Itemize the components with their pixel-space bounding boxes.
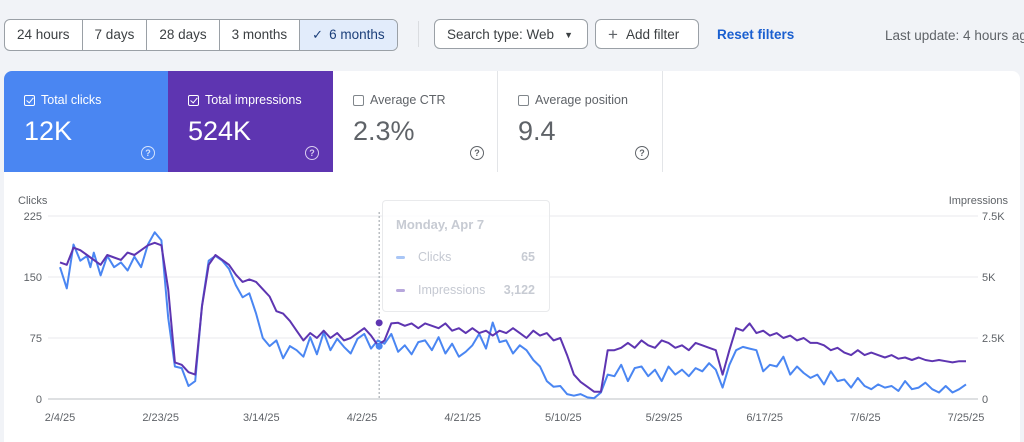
card-value: 9.4 bbox=[518, 116, 556, 146]
impressions-swatch-icon bbox=[396, 288, 405, 292]
range-7-days[interactable]: 7 days bbox=[83, 20, 148, 50]
x-tick-label: 5/10/25 bbox=[545, 412, 582, 424]
tooltip-row-name: Impressions bbox=[418, 283, 486, 297]
x-tick-label: 3/14/25 bbox=[243, 412, 280, 424]
checkbox-checked-icon[interactable] bbox=[188, 94, 199, 106]
help-icon[interactable]: ? bbox=[635, 146, 649, 160]
tooltip-title: Monday, Apr 7 bbox=[396, 217, 485, 232]
plus-icon: + bbox=[608, 25, 618, 44]
tooltip-row-value: 3,122 bbox=[503, 283, 535, 297]
y-right-axis-label: Impressions bbox=[949, 195, 1009, 207]
help-icon[interactable]: ? bbox=[470, 146, 484, 160]
toolbar-divider bbox=[418, 21, 419, 47]
reset-filters-link[interactable]: Reset filters bbox=[717, 27, 795, 42]
card-average-position[interactable]: Average position 9.4 ? bbox=[498, 71, 663, 172]
card-label: Average CTR bbox=[353, 93, 446, 107]
date-range-selector: 24 hours 7 days 28 days 3 months ✓ 6 mont… bbox=[4, 19, 398, 51]
card-value: 12K bbox=[24, 116, 73, 146]
help-icon[interactable]: ? bbox=[141, 146, 155, 160]
y-left-tick-label: 225 bbox=[24, 211, 42, 223]
card-value: 524K bbox=[188, 116, 252, 146]
card-label-text: Average CTR bbox=[370, 93, 446, 107]
search-type-dropdown[interactable]: Search type: Web ▼ bbox=[434, 19, 588, 49]
x-tick-label: 6/17/25 bbox=[746, 412, 783, 424]
hover-marker-impressions bbox=[375, 319, 383, 327]
check-icon: ✓ bbox=[312, 27, 324, 42]
card-value: 2.3% bbox=[353, 116, 415, 146]
clicks-swatch-icon bbox=[396, 255, 405, 259]
card-label: Average position bbox=[518, 93, 628, 107]
card-label: Total impressions bbox=[188, 93, 302, 107]
last-update-text: Last update: 4 hours ag bbox=[885, 28, 1024, 43]
range-24-hours[interactable]: 24 hours bbox=[5, 20, 83, 50]
range-6-months[interactable]: ✓ 6 months bbox=[300, 20, 397, 50]
add-filter-label: Add filter bbox=[625, 27, 680, 42]
add-filter-button[interactable]: + Add filter bbox=[595, 19, 699, 49]
x-tick-label: 7/25/25 bbox=[948, 412, 985, 424]
card-total-impressions[interactable]: Total impressions 524K ? bbox=[168, 71, 333, 172]
checkbox-unchecked-icon[interactable] bbox=[518, 94, 529, 106]
search-type-label: Search type: Web bbox=[447, 27, 555, 42]
x-tick-label: 5/29/25 bbox=[646, 412, 683, 424]
chart-tooltip: Monday, Apr 7 Clicks 65 Impressions 3,12… bbox=[382, 200, 550, 312]
tooltip-row-impressions: Impressions 3,122 bbox=[396, 282, 535, 298]
y-left-tick-label: 150 bbox=[24, 272, 42, 284]
card-label-text: Total impressions bbox=[205, 93, 302, 107]
x-tick-label: 4/21/25 bbox=[444, 412, 481, 424]
range-3-months[interactable]: 3 months bbox=[220, 20, 301, 50]
card-label: Total clicks bbox=[24, 93, 101, 107]
card-average-ctr[interactable]: Average CTR 2.3% ? bbox=[333, 71, 498, 172]
toolbar: 24 hours 7 days 28 days 3 months ✓ 6 mont… bbox=[0, 0, 1024, 68]
range-28-days[interactable]: 28 days bbox=[147, 20, 220, 50]
x-tick-label: 2/4/25 bbox=[45, 412, 76, 424]
tooltip-row-name: Clicks bbox=[418, 250, 452, 264]
x-tick-label: 7/6/25 bbox=[850, 412, 881, 424]
tooltip-row-clicks: Clicks 65 bbox=[396, 249, 535, 265]
y-right-tick-label: 5K bbox=[982, 272, 996, 284]
card-label-text: Average position bbox=[535, 93, 628, 107]
y-left-axis-label: Clicks bbox=[18, 195, 48, 207]
help-icon[interactable]: ? bbox=[305, 146, 319, 160]
checkbox-checked-icon[interactable] bbox=[24, 94, 35, 106]
x-tick-label: 2/23/25 bbox=[142, 412, 179, 424]
y-right-tick-label: 2.5K bbox=[982, 333, 1005, 345]
caret-down-icon: ▼ bbox=[564, 30, 573, 41]
hover-marker-clicks bbox=[375, 342, 383, 350]
checkbox-unchecked-icon[interactable] bbox=[353, 94, 364, 106]
x-tick-label: 4/2/25 bbox=[347, 412, 378, 424]
metric-cards: Total clicks 12K ? Total impressions 524… bbox=[4, 71, 1020, 172]
y-right-tick-label: 0 bbox=[982, 394, 988, 406]
series-line-impressions bbox=[59, 241, 966, 393]
y-left-tick-label: 75 bbox=[30, 333, 42, 345]
card-total-clicks[interactable]: Total clicks 12K ? bbox=[4, 71, 168, 172]
y-left-tick-label: 0 bbox=[36, 394, 42, 406]
card-label-text: Total clicks bbox=[41, 93, 102, 107]
range-6-months-label: 6 months bbox=[329, 27, 385, 42]
tooltip-row-value: 65 bbox=[521, 250, 535, 264]
y-right-tick-label: 7.5K bbox=[982, 211, 1005, 223]
